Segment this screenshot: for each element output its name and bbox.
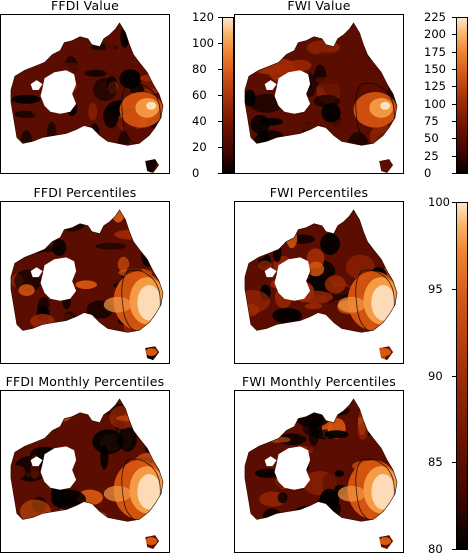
colorbar-tick-mark [218,95,222,96]
colorbar-tick-label: 60 [192,88,207,102]
colorbar-tick-label: 40 [192,114,207,128]
colorbar-tick-mark [452,34,456,36]
map-ffdi-value [0,14,170,174]
colorbar-tick-label: 100 [192,36,214,50]
colorbar-percentiles [456,202,468,550]
colorbar-tick-mark [452,69,456,70]
map-fill [244,398,398,550]
map-svg [244,398,398,550]
map-ffdi-percentiles [0,201,170,364]
colorbar-tick-label: 25 [424,148,439,163]
map-fwi-percentiles [234,201,404,364]
colorbar-tick-mark [452,51,456,53]
coastline [244,398,398,522]
colorbar-tick-label: 225 [424,10,446,24]
map-svg [10,209,164,361]
no-data-region [30,267,43,278]
panel-title-fwi-monthly-percentiles: FWI Monthly Percentiles [241,374,396,389]
colorbar-tick-mark [218,43,222,44]
colorbar-tick-label: 90 [428,368,443,383]
colorbar-tick-mark [452,202,456,203]
colorbar-tick-label: 75 [424,114,439,128]
colorbar-tick-label: 125 [424,79,446,94]
no-data-region [40,446,77,490]
no-data-region [264,80,277,91]
coastline [10,209,164,333]
map-svg [244,22,398,173]
colorbar-tick-label: 50 [424,131,439,146]
colorbar-ffdi [222,17,234,174]
colorbar-tick-label: 20 [192,140,207,154]
colorbar-tick-mark [452,103,456,105]
colorbar-tick-mark [452,138,456,140]
colorbar-tick-mark [452,288,456,290]
colorbar-tick-mark [452,173,456,174]
colorbar-tick-label: 100 [428,195,450,209]
colorbar-fwi [456,17,468,174]
colorbar-tick-label: 200 [424,27,446,42]
no-data-region [274,446,311,490]
colorbar-tick-mark [218,69,222,70]
panel-title-ffdi-value: FFDI Value [51,0,119,13]
colorbar-tick-label: 0 [424,166,432,180]
map-svg [244,209,398,361]
panel-title-ffdi-percentiles: FFDI Percentiles [33,185,137,200]
no-data-region [274,257,311,301]
panel-title-fwi-percentiles: FWI Percentiles [269,185,369,200]
panel-title-fwi-value: FWI Value [287,0,351,13]
colorbar-tick-mark [452,86,456,88]
colorbar-tick-label: 150 [424,62,446,76]
no-data-region [40,257,77,301]
map-svg [10,22,164,173]
colorbar-tick-mark [452,121,456,122]
no-data-region [40,70,77,114]
colorbar-tick-label: 175 [424,44,446,59]
coastline [10,22,164,146]
map-fill [244,209,398,361]
colorbar-tick-label: 95 [428,281,443,296]
map-fwi-value [234,14,404,174]
colorbar-tick-mark [218,147,222,148]
colorbar-tick-mark [218,17,222,18]
colorbar-tick-mark [218,121,222,122]
coastline [244,22,398,146]
map-fill [244,22,398,173]
colorbar-tick-mark [452,17,456,18]
map-ffdi-monthly-percentiles [0,390,170,553]
no-data-region [30,456,43,467]
no-data-region [274,70,311,114]
panel-title-ffdi-monthly-percentiles: FFDI Monthly Percentiles [5,374,165,389]
no-data-region [264,267,277,278]
colorbar-tick-label: 120 [192,10,214,24]
map-fwi-monthly-percentiles [234,390,404,553]
colorbar-tick-mark [218,173,222,174]
colorbar-tick-label: 85 [428,455,443,470]
colorbar-tick-label: 80 [192,62,207,76]
coastline [10,398,164,522]
colorbar-tick-mark [452,549,456,550]
colorbar-tick-label: 100 [424,96,446,111]
map-fill [10,22,164,173]
colorbar-tick-mark [452,155,456,157]
no-data-region [30,80,43,91]
map-fill [10,398,164,550]
colorbar-tick-mark [452,375,456,377]
colorbar-tick-label: 80 [428,542,443,556]
map-svg [10,398,164,550]
coastline [244,209,398,333]
colorbar-tick-label: 0 [192,166,200,180]
no-data-region [264,456,277,467]
map-fill [10,209,164,361]
colorbar-tick-mark [452,462,456,464]
